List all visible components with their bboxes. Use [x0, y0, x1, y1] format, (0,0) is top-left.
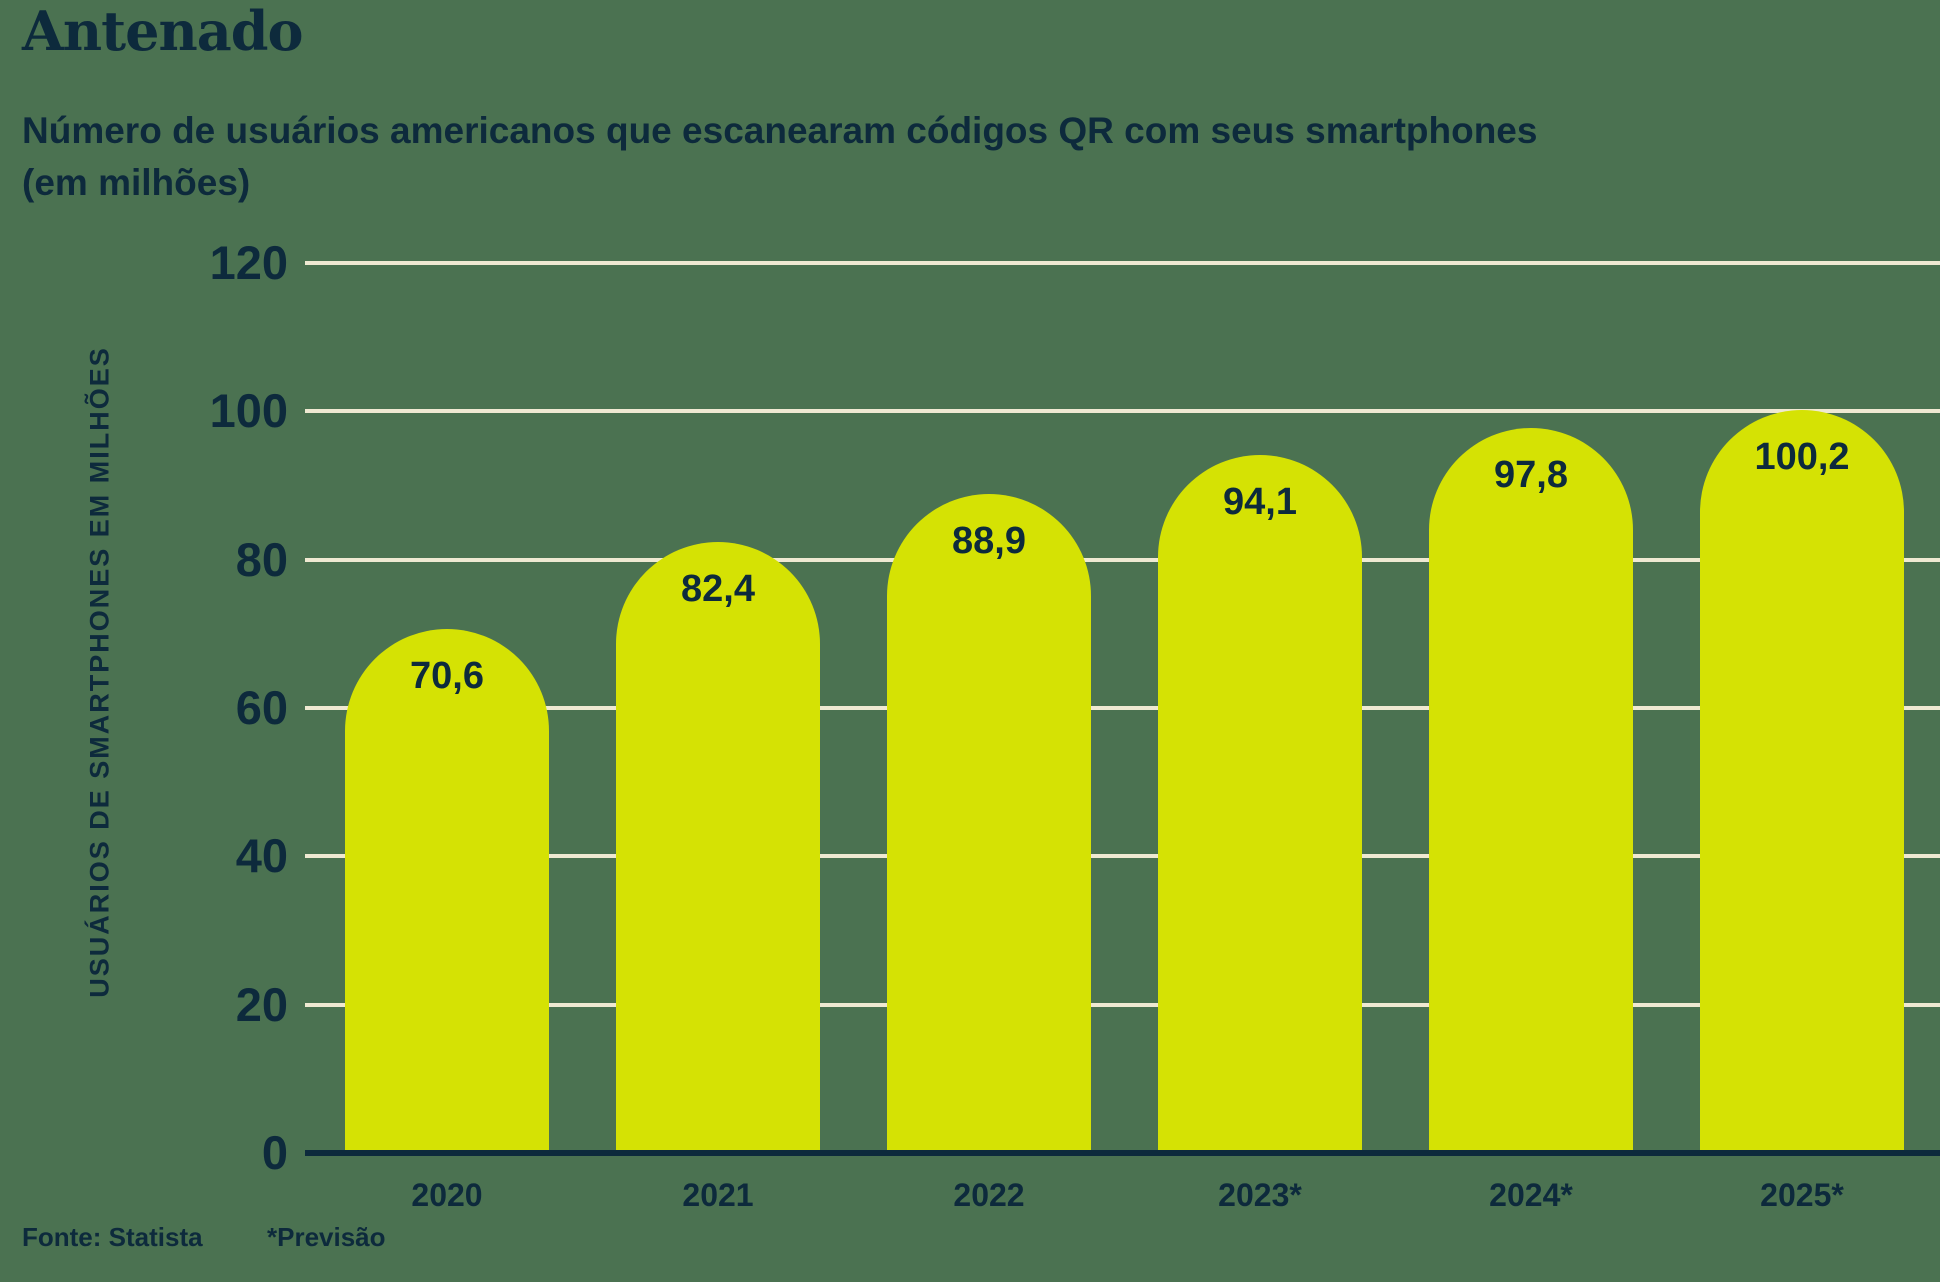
bar-value-label: 97,8	[1494, 453, 1568, 496]
forecast-footnote: *Previsão	[267, 1222, 386, 1252]
y-tick-label-40: 40	[235, 829, 288, 883]
y-tick-label-120: 120	[209, 236, 288, 289]
bar-2020: 70,6	[345, 629, 549, 1153]
gridline-120	[305, 261, 1940, 265]
x-axis-line	[305, 1150, 1940, 1156]
y-tick-label-80: 80	[235, 532, 288, 586]
x-tick-label-2025*: 2025*	[1760, 1177, 1844, 1213]
x-tick-label-2022: 2022	[953, 1177, 1025, 1213]
x-tick-label-2024*: 2024*	[1489, 1177, 1573, 1213]
bar-value-label: 88,9	[952, 519, 1026, 562]
chart-subtitle-line2: (em milhões)	[22, 162, 251, 203]
y-axis-title: USUÁRIOS DE SMARTPHONES EM MILHÕES	[84, 346, 115, 998]
bar-2024*: 97,8	[1429, 427, 1633, 1153]
source-credit: Fonte: Statista	[22, 1222, 203, 1252]
gridline-20	[305, 1002, 1940, 1007]
y-tick-label-20: 20	[235, 977, 288, 1031]
gridline-80	[305, 557, 1940, 562]
x-tick-label-2021: 2021	[682, 1177, 754, 1213]
gridline-100	[305, 409, 1940, 414]
x-tick-label-2023*: 2023*	[1218, 1177, 1302, 1213]
bar-value-label: 100,2	[1754, 435, 1850, 478]
y-tick-label-0: 0	[261, 1126, 288, 1179]
x-tick-label-2020: 2020	[411, 1177, 483, 1213]
bar-2022: 88,9	[887, 493, 1091, 1153]
bar-2021: 82,4	[616, 541, 820, 1153]
y-tick-label-100: 100	[209, 384, 288, 438]
bar-2023*: 94,1	[1158, 455, 1362, 1153]
bar-value-label: 94,1	[1223, 481, 1297, 524]
chart-subtitle-line1: Número de usuários americanos que escane…	[22, 110, 1538, 151]
page-title: Antenado	[22, 0, 303, 63]
gridline-60	[305, 706, 1940, 710]
gridline-40	[305, 854, 1940, 859]
y-tick-label-60: 60	[235, 681, 288, 734]
bar-2025*: 100,2	[1700, 409, 1904, 1153]
bar-value-label: 70,6	[410, 655, 484, 698]
bar-value-label: 82,4	[681, 567, 755, 610]
